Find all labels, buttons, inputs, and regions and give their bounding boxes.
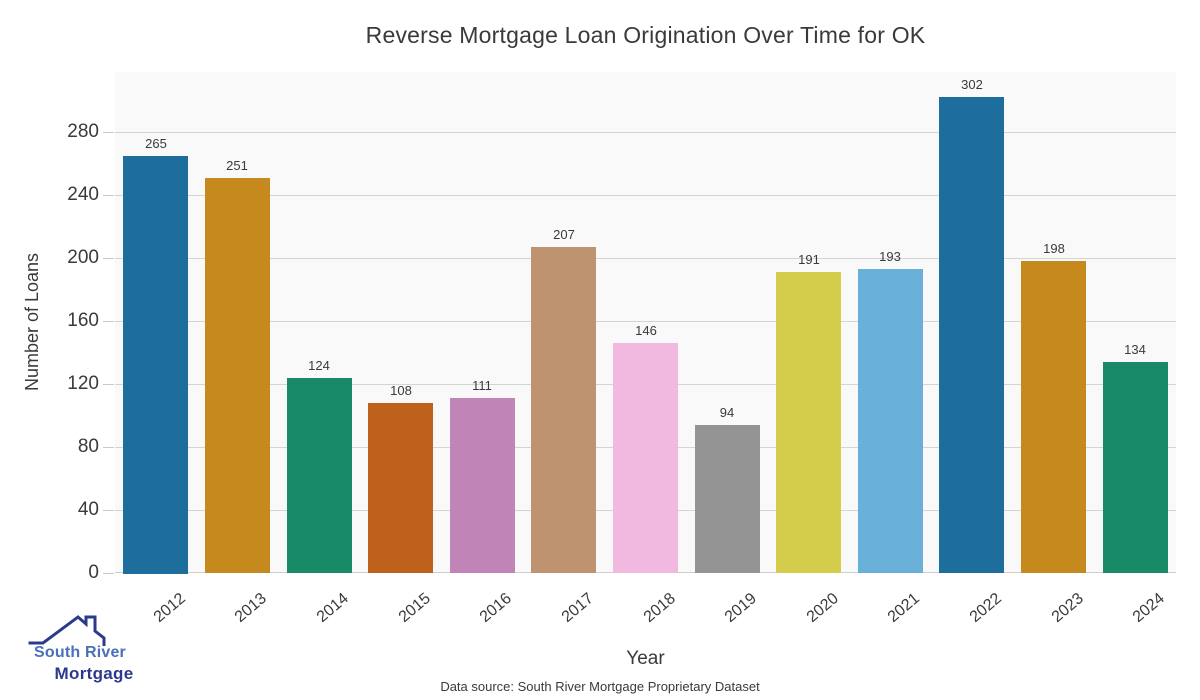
bar-value-label-2020: 191 (798, 252, 820, 267)
data-source-note: Data source: South River Mortgage Propri… (440, 679, 760, 694)
x-tick-label-2015: 2015 (395, 590, 434, 626)
bar-2015 (368, 403, 433, 573)
bar-value-label-2021: 193 (879, 249, 901, 264)
y-tick-mark-160 (103, 321, 114, 322)
y-tick-mark-0 (103, 573, 114, 574)
x-tick-label-2018: 2018 (640, 590, 679, 626)
bar-2022 (939, 97, 1004, 573)
y-tick-label-280: 280 (67, 121, 99, 142)
y-tick-label-0: 0 (88, 562, 99, 583)
bar-value-label-2015: 108 (390, 383, 412, 398)
bar-2012 (123, 156, 188, 574)
y-tick-label-200: 200 (67, 247, 99, 268)
x-tick-label-2016: 2016 (476, 590, 515, 626)
gridline-240 (115, 195, 1176, 196)
x-tick-label-2022: 2022 (966, 590, 1005, 626)
gridline-160 (115, 321, 1176, 322)
x-tick-label-2019: 2019 (721, 590, 760, 626)
bar-value-label-2023: 198 (1043, 241, 1065, 256)
bar-value-label-2017: 207 (553, 227, 575, 242)
x-tick-label-2023: 2023 (1048, 590, 1087, 626)
bar-value-label-2019: 94 (719, 405, 735, 420)
bar-2020 (776, 272, 841, 573)
company-logo: South River Mortgage (18, 610, 148, 694)
bar-value-label-2018: 146 (635, 323, 657, 338)
y-tick-label-160: 160 (67, 310, 99, 331)
y-axis-title: Number of Loans (22, 252, 42, 392)
y-tick-mark-120 (103, 384, 114, 385)
bar-2023 (1021, 261, 1086, 573)
y-tick-mark-40 (103, 510, 114, 511)
chart-title: Reverse Mortgage Loan Origination Over T… (365, 22, 926, 48)
logo-text-mortgage: Mortgage (54, 664, 134, 683)
bar-2019 (695, 425, 760, 573)
x-tick-label-2013: 2013 (231, 590, 270, 626)
gridline-200 (115, 258, 1176, 259)
logo-text-south-river: South River (34, 644, 126, 661)
y-tick-mark-80 (103, 447, 114, 448)
x-tick-label-2024: 2024 (1129, 590, 1168, 626)
bar-2018 (613, 343, 678, 573)
x-tick-label-2017: 2017 (558, 590, 597, 626)
bar-2013 (205, 178, 270, 573)
y-tick-mark-200 (103, 258, 114, 259)
roof-outline (28, 615, 106, 646)
y-tick-label-40: 40 (77, 499, 99, 520)
x-tick-label-2021: 2021 (884, 590, 923, 626)
bar-2014 (287, 378, 352, 573)
gridline-280 (115, 132, 1176, 133)
bar-value-label-2013: 251 (226, 158, 248, 173)
bar-value-label-2024: 134 (1124, 342, 1146, 357)
y-tick-label-240: 240 (67, 184, 99, 205)
x-axis-title: Year (626, 648, 665, 669)
bar-2021 (858, 269, 923, 573)
bar-value-label-2022: 302 (961, 77, 983, 92)
y-tick-label-80: 80 (77, 436, 99, 457)
y-tick-mark-280 (103, 132, 114, 133)
bar-2017 (531, 247, 596, 573)
y-tick-label-120: 120 (67, 373, 99, 394)
bar-value-label-2012: 265 (145, 136, 167, 151)
bar-2016 (450, 398, 515, 573)
x-tick-label-2014: 2014 (313, 590, 352, 626)
house-roof-icon (28, 615, 106, 646)
y-tick-mark-240 (103, 195, 114, 196)
bar-value-label-2014: 124 (308, 358, 330, 373)
bar-value-label-2016: 111 (472, 378, 492, 393)
x-tick-label-2020: 2020 (803, 590, 842, 626)
bar-2024 (1103, 362, 1168, 573)
